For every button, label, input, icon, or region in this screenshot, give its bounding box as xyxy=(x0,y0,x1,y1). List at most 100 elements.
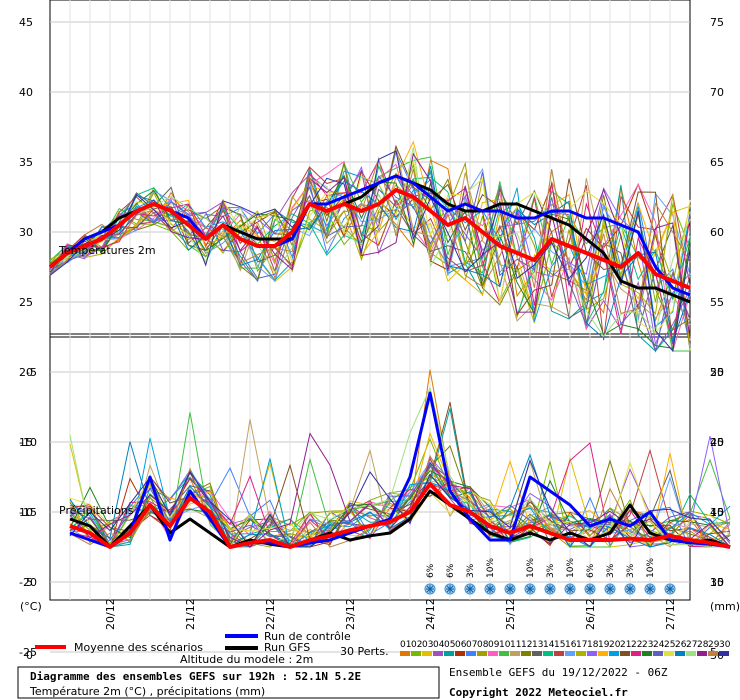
pert-number: 11 xyxy=(510,640,521,650)
y-right-tick: 65 xyxy=(710,156,724,169)
footer-subtitle: Température 2m (°C) , précipitations (mm… xyxy=(29,685,265,698)
ensemble-temperature-line xyxy=(49,159,691,344)
pert-number: 17 xyxy=(576,640,587,650)
snow-probability-label: 3% xyxy=(626,563,636,578)
pert-color-swatch xyxy=(466,651,476,656)
pert-number: 15 xyxy=(554,640,565,650)
snow-probability-label: 3% xyxy=(606,563,616,578)
pert-color-swatch xyxy=(620,651,630,656)
snowflake-icon xyxy=(484,583,496,595)
y-right-tick: 35 xyxy=(710,576,724,589)
x-tick-label: 21/12 xyxy=(184,598,197,630)
pert-number: 07 xyxy=(466,640,477,650)
snow-probability-markers: 6% 6% 3% 10% 10% 3% 10% 6% 3% 3% 10% xyxy=(424,558,676,595)
pert-color-swatch xyxy=(587,651,597,656)
pert-color-swatch xyxy=(675,651,685,656)
legend: Moyenne des scénarios Run de contrôle Ru… xyxy=(35,630,731,666)
y-right-tick: 60 xyxy=(710,226,724,239)
y-left-tick: -15 xyxy=(19,506,37,519)
pert-color-swatch xyxy=(609,651,619,656)
pert-number: 22 xyxy=(631,640,642,650)
pert-number: 04 xyxy=(433,640,445,650)
y-left-tick: -20 xyxy=(19,576,37,589)
snowflake-icon xyxy=(564,583,576,595)
pert-color-swatch xyxy=(532,651,542,656)
y-left-tick: 0 xyxy=(26,649,33,662)
pert-color-swatch xyxy=(697,651,707,656)
series-precipitation-line xyxy=(69,391,731,549)
pert-number: 19 xyxy=(598,640,610,650)
ensemble-precipitation-lines xyxy=(69,369,731,549)
ensemble-info: Ensemble GEFS du 19/12/2022 - 06Z xyxy=(449,666,668,679)
y-right-tick: 55 xyxy=(710,296,724,309)
snowflake-icon xyxy=(444,583,456,595)
pert-color-swatch xyxy=(499,651,509,656)
y-left-tick: 5 xyxy=(26,576,33,589)
pert-number: 24 xyxy=(653,640,665,650)
altitude-label: Altitude du modele : 2m xyxy=(180,653,313,666)
series-temperature-line xyxy=(48,188,691,290)
pert-number: 05 xyxy=(444,640,455,650)
snow-probability-label: 3% xyxy=(546,563,556,578)
x-tick-label: 23/12 xyxy=(344,598,357,630)
y-left-tick: 15 xyxy=(19,436,33,449)
snow-probability-label: 6% xyxy=(586,563,596,578)
y-left-tick: 30 xyxy=(19,226,33,239)
ensemble-temperature-line xyxy=(49,144,691,345)
ensemble-temperature-line xyxy=(49,158,691,335)
pert-color-swatch xyxy=(510,651,520,656)
pert-color-swatch xyxy=(521,651,531,656)
ensemble-precipitation-line xyxy=(69,454,731,548)
pert-color-swatch xyxy=(554,651,564,656)
snowflake-icon xyxy=(504,583,516,595)
pert-color-swatch xyxy=(488,651,498,656)
pert-number: 16 xyxy=(565,640,577,650)
snow-probability-label: 3% xyxy=(466,563,476,578)
pert-number: 13 xyxy=(532,640,543,650)
pert-color-swatch xyxy=(631,651,641,656)
snowflake-icon xyxy=(624,583,636,595)
footer-title-box xyxy=(17,666,440,699)
pert-color-swatch xyxy=(686,651,696,656)
y-right-tick: 10 xyxy=(710,576,724,589)
y-left-tick: -5 xyxy=(26,366,37,379)
x-tick-label: 24/12 xyxy=(424,598,437,630)
pert-number: 01 xyxy=(400,640,411,650)
snowflake-icon xyxy=(464,583,476,595)
y-right-tick: 40 xyxy=(710,506,724,519)
legend-mean-label: Moyenne des scénarios xyxy=(74,641,203,654)
y-left-tick: -10 xyxy=(19,436,37,449)
pert-color-swatch xyxy=(400,651,410,656)
pert-color-swatch xyxy=(455,651,465,656)
snowflake-icon xyxy=(664,583,676,595)
footer-title: Diagramme des ensembles GEFS sur 192h : … xyxy=(30,670,361,683)
pert-color-swatch xyxy=(444,651,454,656)
grid xyxy=(50,0,690,653)
pert-color-swatch xyxy=(598,651,608,656)
pert-number: 10 xyxy=(499,640,511,650)
pert-number: 14 xyxy=(543,640,555,650)
snowflake-icon xyxy=(524,583,536,595)
y-right-tick: 20 xyxy=(710,436,724,449)
pert-number: 08 xyxy=(477,640,489,650)
legend-gfs-label: Run GFS xyxy=(264,641,310,654)
snow-probability-label: 10% xyxy=(486,558,496,578)
axis-ticks: 45 75 40 70 35 65 30 60 25 55 20 50 15 45 10 40 5 35 03 0 -5… xyxy=(19,16,724,662)
pert-color-swatch xyxy=(565,651,575,656)
snow-probability-label: 6% xyxy=(446,563,456,578)
y-right-tick: 50 xyxy=(710,366,724,379)
y-left-tick: 25 xyxy=(19,296,33,309)
snowflake-icon xyxy=(644,583,656,595)
pert-color-swatch xyxy=(422,651,432,656)
y-left-tick: -25 xyxy=(19,646,37,659)
pert-color-swatch xyxy=(664,651,674,656)
snowflake-icon xyxy=(604,583,616,595)
pert-number: 03 xyxy=(422,640,433,650)
pert-number: 20 xyxy=(609,640,621,650)
snow-probability-label: 10% xyxy=(526,558,536,578)
pert-number: 26 xyxy=(675,640,687,650)
snow-probability-label: 10% xyxy=(646,558,656,578)
y-left-tick: 45 xyxy=(19,16,33,29)
main-series-lines xyxy=(48,174,731,549)
